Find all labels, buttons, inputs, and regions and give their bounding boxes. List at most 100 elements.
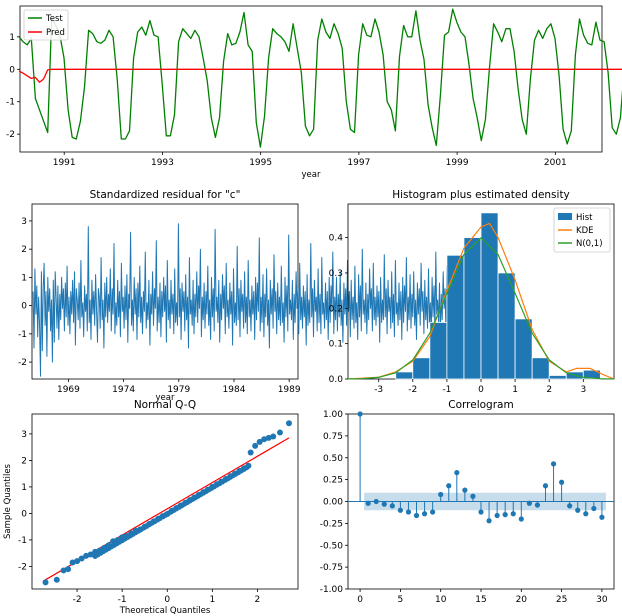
autocorrelation-marker: [599, 514, 605, 520]
autocorrelation-marker: [462, 487, 468, 493]
histogram-bar: [463, 237, 482, 380]
x-tick-label: 1991: [53, 158, 76, 168]
y-tick-label: 0.4: [329, 234, 344, 244]
x-tick-label: 2001: [544, 158, 567, 168]
legend-label-normal: N(0,1): [576, 239, 603, 249]
panel-normal-qq-title: Normal Q-Q: [134, 399, 196, 411]
qq-point: [285, 420, 292, 427]
x-tick-label: 2: [255, 595, 261, 605]
panel-histogram: Histogram plus estimated density -3 -2 -1 0…: [329, 189, 615, 395]
panel-standardized-residual: Standardized residual for "c" 1969 1974 19…: [18, 189, 481, 403]
qq-point: [65, 566, 72, 573]
autocorrelation-marker: [567, 503, 573, 509]
y-tick-label: -1: [6, 98, 15, 108]
x-tick-label: 3: [580, 385, 586, 395]
panel-normal-qq-xticks: -2 -1 0 1 2: [73, 589, 261, 605]
y-tick-label: 0.75: [323, 432, 343, 442]
y-tick-label: -2: [18, 562, 27, 572]
x-tick-label: 20: [516, 595, 528, 605]
legend-label-pred: Pred: [46, 28, 65, 38]
x-tick-label: -1: [442, 385, 451, 395]
qq-point: [69, 559, 76, 566]
panel-test-pred-marks: [18, 8, 622, 148]
series-pred-line: [18, 68, 622, 83]
qq-point: [261, 436, 268, 443]
autocorrelation-marker: [486, 518, 492, 524]
panel-test-pred-frame: [19, 5, 603, 153]
panel-test-pred: 1991 1993 1995 1997 1999 2001 -2 -1 0 1 year Tes…: [6, 5, 622, 180]
y-tick-label: 3: [21, 217, 27, 227]
y-tick-label: 3: [21, 430, 27, 440]
panel-standardized-residual-yticks: -2 -1 0 1 2 3: [18, 217, 32, 368]
qq-point: [276, 429, 283, 436]
legend-label-kde: KDE: [576, 226, 594, 236]
qq-point: [252, 442, 259, 449]
autocorrelation-marker: [542, 483, 549, 489]
x-tick-label: 1969: [57, 385, 80, 395]
autocorrelation-marker: [365, 500, 371, 506]
x-tick-label: -1: [118, 595, 127, 605]
autocorrelation-marker: [405, 509, 412, 515]
y-tick-label: 0: [9, 65, 15, 75]
x-tick-label: 5: [398, 595, 404, 605]
x-tick-label: 0: [164, 595, 170, 605]
panel-histogram-legend: Hist KDE N(0,1): [553, 207, 611, 253]
x-tick-label: 1999: [446, 158, 469, 168]
histogram-bar: [531, 357, 550, 380]
panel-normal-qq: Normal Q-Q -2 -1 0 1 2 -2 -1 0 1 2 3 Theoretical …: [3, 399, 299, 616]
x-tick-label: 1974: [112, 385, 135, 395]
y-tick-label: 1: [21, 483, 27, 493]
autocorrelation-marker: [518, 516, 524, 522]
autocorrelation-marker: [583, 511, 589, 517]
x-tick-label: -2: [73, 595, 82, 605]
autocorrelation-marker: [446, 483, 452, 489]
panel-correlogram-marks: [348, 411, 614, 524]
panel-standardized-residual-xticks: 1969 1974 1979 1984 1989: [57, 379, 301, 395]
x-tick-label: 1984: [223, 385, 246, 395]
autocorrelation-marker: [591, 505, 597, 512]
qq-point: [42, 579, 49, 586]
autocorrelation-marker: [357, 411, 363, 417]
panel-test-pred-xlabel: year: [302, 170, 321, 180]
qq-point: [265, 434, 272, 441]
kde-line: [347, 222, 615, 380]
panel-correlogram-yticks: -1.00 -0.75 -0.50 -0.25 0.00 0.25 0.50 0.75 1.00: [320, 410, 348, 595]
autocorrelation-marker: [454, 470, 460, 476]
autocorrelation-marker: [397, 507, 403, 513]
panel-histogram-title: Histogram plus estimated density: [392, 189, 570, 201]
x-tick-label: 1993: [151, 158, 174, 168]
panel-normal-qq-marks: [42, 420, 292, 586]
autocorrelation-marker: [510, 511, 516, 517]
histogram-bar: [548, 375, 567, 380]
autocorrelation-marker: [534, 502, 541, 508]
qq-point: [243, 464, 250, 471]
y-tick-label: 0.2: [329, 304, 343, 314]
qq-point: [256, 438, 263, 445]
x-tick-label: 0: [357, 595, 363, 605]
qq-point: [247, 449, 254, 456]
qq-point: [87, 551, 94, 558]
histogram-bar: [582, 369, 601, 380]
autocorrelation-marker: [502, 512, 508, 518]
panel-correlogram-title: Correlogram: [448, 399, 513, 411]
panel-normal-qq-xlabel: Theoretical Quantiles: [119, 606, 211, 616]
panel-test-pred-legend: Test Pred: [23, 9, 69, 41]
autocorrelation-marker: [526, 500, 532, 506]
histogram-bar: [395, 371, 414, 380]
qq-point: [270, 433, 277, 440]
y-tick-label: 2: [21, 245, 27, 255]
qq-point: [53, 576, 60, 583]
series-test-line: [18, 8, 622, 148]
y-tick-label: -0.50: [320, 541, 344, 551]
autocorrelation-marker: [559, 479, 565, 485]
y-tick-label: 0.50: [323, 454, 343, 464]
x-tick-label: 2: [546, 385, 552, 395]
panel-normal-qq-frame: [31, 413, 299, 590]
legend-label-hist: Hist: [576, 213, 593, 223]
autocorrelation-marker: [438, 491, 444, 498]
y-tick-label: 2: [21, 456, 27, 466]
y-tick-label: -1: [18, 330, 27, 340]
autocorrelation-marker: [421, 511, 428, 517]
panel-histogram-marks: [347, 212, 615, 380]
x-tick-label: 1: [209, 595, 215, 605]
